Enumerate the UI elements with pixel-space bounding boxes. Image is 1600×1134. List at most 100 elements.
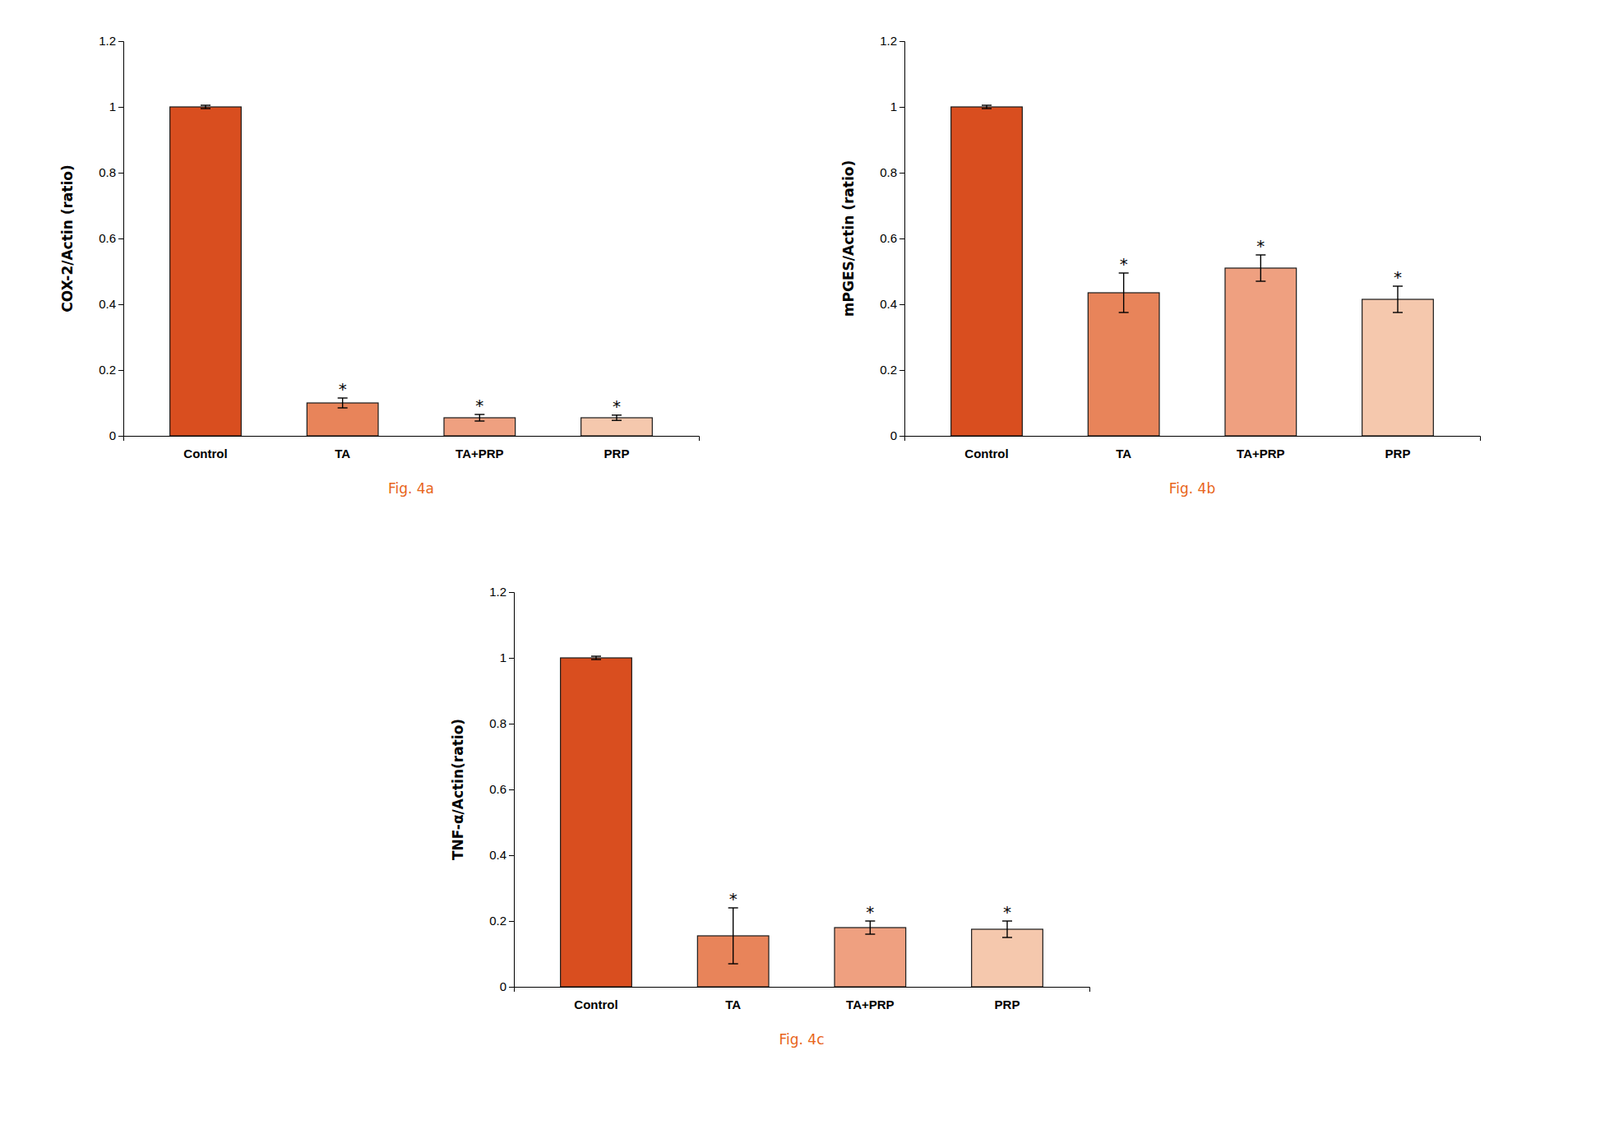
- y-tick-mark: [118, 238, 124, 240]
- y-tick: 0.2: [879, 362, 905, 377]
- error-bar: [200, 105, 211, 109]
- error-bar-line: [1260, 254, 1262, 282]
- y-tick-label: 1.2: [879, 33, 898, 48]
- y-axis: 00.20.40.60.811.2: [489, 584, 514, 994]
- y-tick: 1.2: [98, 33, 124, 48]
- x-tick-label: TA+PRP: [846, 997, 894, 1012]
- y-tick-mark: [899, 106, 905, 108]
- bar: [971, 929, 1044, 987]
- error-bar-cap: [611, 420, 622, 421]
- error-bar-line: [1006, 920, 1008, 938]
- error-bar-cap: [981, 107, 992, 109]
- error-bar: [474, 414, 485, 421]
- error-bar-line: [869, 920, 871, 935]
- error-bar: [728, 907, 739, 964]
- y-tick-label: 0: [109, 428, 116, 443]
- y-tick-label: 0.8: [489, 716, 507, 731]
- y-tick: 0: [109, 428, 124, 443]
- y-tick: 0.8: [98, 165, 124, 180]
- y-tick-label: 1.2: [489, 584, 507, 599]
- y-tick-mark: [899, 435, 905, 437]
- y-tick: 0.4: [879, 296, 905, 311]
- error-bar: [337, 397, 348, 408]
- x-tick: TA: [334, 446, 351, 461]
- plot-area: [951, 105, 1434, 436]
- y-tick: 0.2: [98, 362, 124, 377]
- y-tick: 1: [890, 99, 905, 114]
- y-tick-mark: [118, 106, 124, 108]
- significance-label: *: [612, 396, 621, 417]
- y-tick: 0.4: [489, 847, 514, 862]
- error-bar-line: [732, 907, 734, 964]
- bar: [951, 106, 1023, 436]
- error-bar: [1392, 286, 1403, 313]
- x-tick: TA: [725, 997, 741, 1012]
- bar: [170, 106, 242, 436]
- y-tick-label: 1: [890, 99, 898, 114]
- y-tick: 0.8: [489, 716, 514, 731]
- y-tick-mark: [118, 41, 124, 42]
- error-bar: [1002, 920, 1013, 938]
- significance-label: *: [729, 888, 738, 909]
- error-bar-cap: [337, 406, 348, 408]
- y-tick-label: 0: [890, 428, 898, 443]
- panel: ***00.20.40.60.811.2ControlTATA+PRPPRPTN…: [449, 584, 1091, 1048]
- y-tick-label: 0.6: [98, 231, 116, 246]
- y-tick-mark: [118, 435, 124, 437]
- y-axis-title: COX-2/Actin (ratio): [59, 164, 76, 312]
- y-tick-mark: [508, 920, 514, 922]
- y-tick-label: 0.2: [879, 362, 898, 377]
- y-tick: 1.2: [489, 584, 514, 599]
- error-bar-cap: [591, 658, 602, 660]
- y-tick-mark: [899, 304, 905, 306]
- x-axis-line: [905, 436, 1481, 442]
- error-bar: [1119, 272, 1129, 313]
- y-tick-mark: [118, 172, 124, 174]
- y-axis-title: TNF-α/Actin(ratio): [449, 718, 467, 861]
- error-bar-line: [342, 397, 343, 408]
- y-tick-mark: [899, 369, 905, 371]
- y-tick-mark: [899, 238, 905, 240]
- error-bar-cap: [728, 962, 739, 964]
- significance-label: *: [338, 379, 347, 399]
- x-tick: PRP: [604, 446, 630, 461]
- annotations: ***: [729, 888, 1012, 922]
- y-axis-line: [508, 592, 515, 988]
- y-tick-label: 0: [499, 979, 507, 994]
- x-tick-label: PRP: [994, 997, 1021, 1012]
- significance-label: *: [1119, 254, 1129, 274]
- y-tick: 1.2: [879, 33, 905, 48]
- y-tick-mark: [508, 723, 514, 725]
- bar: [1362, 299, 1434, 436]
- error-bar: [864, 920, 875, 935]
- error-bar: [981, 105, 992, 109]
- figure: * * * 0 0.2 0.4 0.6 0.8 1 1.2 Control TA TA+PRP PRP CO…: [0, 0, 1600, 1134]
- significance-label: *: [1003, 901, 1012, 922]
- error-bar-line: [1123, 272, 1124, 313]
- x-tick: TA+PRP: [846, 997, 894, 1012]
- panel: ***00.20.40.60.811.2ControlTATA+PRPPRPmP…: [840, 33, 1481, 497]
- y-tick-label: 1: [499, 650, 507, 665]
- error-bar: [1255, 254, 1266, 282]
- y-tick: 0: [499, 979, 514, 994]
- x-tick: Control: [964, 446, 1009, 461]
- error-bar: [591, 656, 602, 660]
- x-tick: TA+PRP: [1236, 446, 1285, 461]
- y-axis: 00.20.40.60.811.2: [879, 33, 905, 443]
- y-tick-label: 0.8: [98, 165, 116, 180]
- y-axis-line: [118, 41, 125, 437]
- y-tick-label: 0.2: [489, 913, 507, 928]
- error-bar-line: [1396, 286, 1398, 313]
- significance-label: *: [475, 395, 484, 416]
- y-tick-mark: [118, 369, 124, 371]
- x-tick-label: Control: [964, 446, 1009, 461]
- error-bar-cap: [200, 104, 211, 106]
- x-tick: PRP: [1385, 446, 1411, 461]
- error-bar-cap: [200, 107, 211, 109]
- y-tick-mark: [508, 591, 514, 593]
- panel: ***00.20.40.60.811.2ControlTATA+PRPPRPCO…: [59, 33, 700, 497]
- error-bar-cap: [1002, 936, 1013, 938]
- y-axis-line: [899, 41, 906, 437]
- x-tick: PRP: [994, 997, 1021, 1012]
- x-tick-label: TA+PRP: [1236, 446, 1285, 461]
